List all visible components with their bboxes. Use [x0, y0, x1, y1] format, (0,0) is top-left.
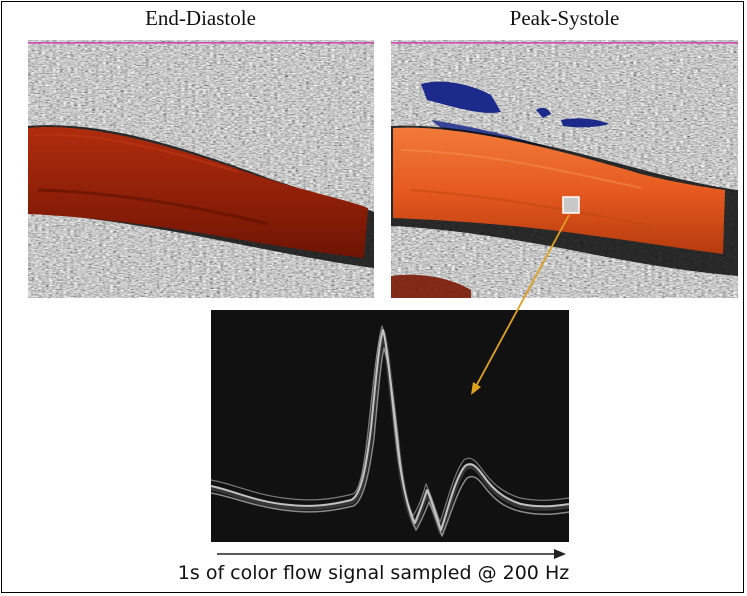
color-flow-waveform: [211, 325, 569, 537]
arrow-icon: [473, 214, 570, 391]
figure-caption: 1s of color flow signal sampled @ 200 Hz: [177, 562, 570, 584]
peak-systole-ultrasound-image: [391, 40, 738, 298]
end-diastole-ultrasound-image: [28, 40, 374, 298]
time-axis-arrowhead: [554, 549, 566, 559]
arrow-head-icon: [471, 382, 481, 395]
peak-systole-title: Peak-Systole: [509, 6, 620, 30]
sample-volume-square-icon: [562, 196, 580, 214]
color-flow-waveform-panel: [211, 310, 569, 542]
end-diastole-title: End-Diastole: [145, 6, 256, 30]
